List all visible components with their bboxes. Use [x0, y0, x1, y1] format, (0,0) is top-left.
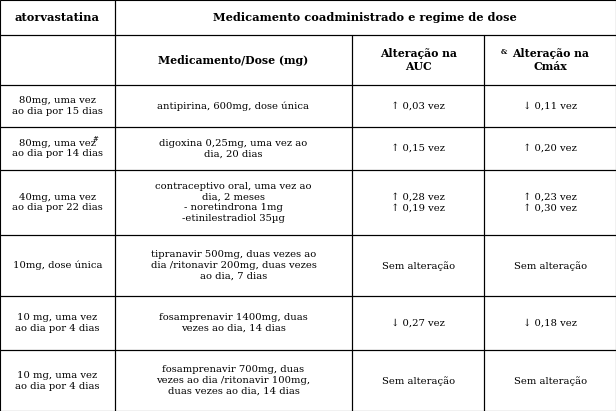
Bar — [352, 85, 484, 127]
Text: tipranavir 500mg, duas vezes ao
dia /ritonavir 200mg, duas vezes
ao dia, 7 dias: tipranavir 500mg, duas vezes ao dia /rit… — [150, 250, 317, 281]
Text: ↑ 0,03 vez: ↑ 0,03 vez — [391, 102, 445, 111]
Bar — [115, 127, 352, 170]
Bar — [484, 127, 616, 170]
Text: #: # — [93, 135, 99, 143]
Bar — [0, 85, 115, 127]
Text: ↑ 0,23 vez
↑ 0,30 vez: ↑ 0,23 vez ↑ 0,30 vez — [523, 192, 577, 212]
Text: atorvastatina: atorvastatina — [15, 12, 100, 23]
Bar — [0, 236, 115, 296]
Text: ↓ 0,27 vez: ↓ 0,27 vez — [391, 319, 445, 328]
Text: Alteração na
AUC: Alteração na AUC — [380, 48, 456, 72]
Bar — [352, 35, 484, 85]
Text: Medicamento/Dose (mg): Medicamento/Dose (mg) — [158, 55, 309, 66]
Text: 10 mg, uma vez
ao dia por 4 dias: 10 mg, uma vez ao dia por 4 dias — [15, 313, 100, 333]
Bar — [484, 350, 616, 411]
Text: 80mg, uma vez
ao dia por 15 dias: 80mg, uma vez ao dia por 15 dias — [12, 97, 103, 116]
Text: Sem alteração: Sem alteração — [382, 376, 455, 386]
Bar — [352, 127, 484, 170]
Bar — [115, 35, 352, 85]
Text: 10 mg, uma vez
ao dia por 4 dias: 10 mg, uma vez ao dia por 4 dias — [15, 371, 100, 390]
Text: ↓ 0,11 vez: ↓ 0,11 vez — [523, 102, 577, 111]
Bar — [0, 127, 115, 170]
Text: 40mg, uma vez
ao dia por 22 dias: 40mg, uma vez ao dia por 22 dias — [12, 192, 103, 212]
Text: Sem alteração: Sem alteração — [514, 261, 586, 270]
Bar — [115, 296, 352, 350]
Text: fosamprenavir 1400mg, duas
vezes ao dia, 14 dias: fosamprenavir 1400mg, duas vezes ao dia,… — [159, 313, 308, 333]
Text: Sem alteração: Sem alteração — [514, 376, 586, 386]
Bar — [484, 35, 616, 85]
Text: 10mg, dose única: 10mg, dose única — [12, 261, 102, 270]
Bar — [352, 236, 484, 296]
Text: contraceptivo oral, uma vez ao
dia, 2 meses
- noretindrona 1mg
-etinilestradiol : contraceptivo oral, uma vez ao dia, 2 me… — [155, 182, 312, 223]
Bar — [0, 0, 115, 35]
Bar — [115, 350, 352, 411]
Text: &: & — [501, 48, 508, 56]
Bar — [115, 170, 352, 236]
Bar — [0, 296, 115, 350]
Bar — [484, 85, 616, 127]
Text: fosamprenavir 700mg, duas
vezes ao dia /ritonavir 100mg,
duas vezes ao dia, 14 d: fosamprenavir 700mg, duas vezes ao dia /… — [156, 365, 310, 396]
Text: 80mg, uma vez
ao dia por 14 dias: 80mg, uma vez ao dia por 14 dias — [12, 139, 103, 158]
Bar — [484, 236, 616, 296]
Bar — [115, 0, 616, 35]
Bar — [352, 170, 484, 236]
Text: Alteração na
Cmáx: Alteração na Cmáx — [512, 48, 588, 72]
Text: ↓ 0,18 vez: ↓ 0,18 vez — [523, 319, 577, 328]
Bar — [0, 35, 115, 85]
Text: Sem alteração: Sem alteração — [382, 261, 455, 270]
Bar — [115, 236, 352, 296]
Text: digoxina 0,25mg, uma vez ao
dia, 20 dias: digoxina 0,25mg, uma vez ao dia, 20 dias — [160, 139, 307, 158]
Text: Medicamento coadministrado e regime de dose: Medicamento coadministrado e regime de d… — [213, 12, 517, 23]
Bar — [484, 296, 616, 350]
Text: ↑ 0,20 vez: ↑ 0,20 vez — [523, 144, 577, 153]
Text: ↑ 0,15 vez: ↑ 0,15 vez — [391, 144, 445, 153]
Bar — [0, 170, 115, 236]
Bar — [115, 85, 352, 127]
Text: ↑ 0,28 vez
↑ 0,19 vez: ↑ 0,28 vez ↑ 0,19 vez — [391, 192, 445, 212]
Text: antipirina, 600mg, dose única: antipirina, 600mg, dose única — [158, 102, 309, 111]
Bar — [352, 296, 484, 350]
Bar — [484, 170, 616, 236]
Bar — [352, 350, 484, 411]
Bar — [0, 350, 115, 411]
